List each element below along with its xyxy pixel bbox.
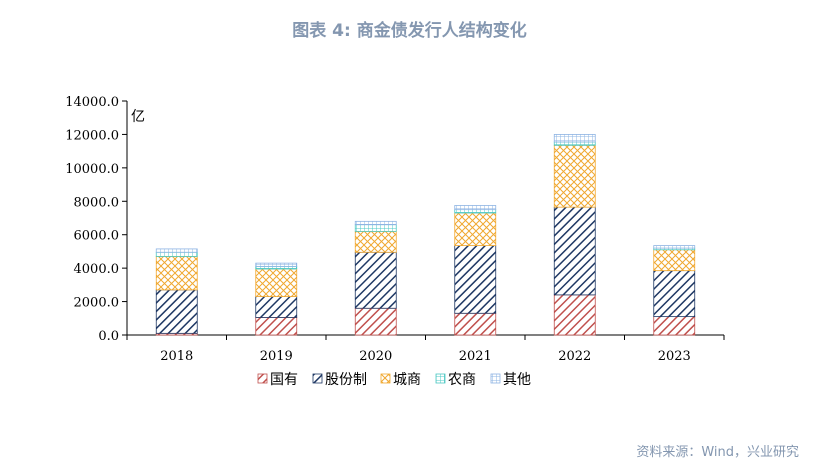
- bar-segment-2021-农商: [454, 209, 497, 214]
- bar-segment-2019-其他: [255, 262, 298, 267]
- bar-segment-2023-股份制: [653, 270, 696, 318]
- bar-segment-2018-城商: [155, 256, 198, 291]
- legend: 国有 股份制 城商 农商 其他: [257, 372, 531, 388]
- x-tick-label: 2023: [658, 349, 691, 364]
- axes: [122, 100, 725, 340]
- legend-label: 城商: [393, 372, 421, 388]
- y-tick-label: 8000.0: [74, 195, 120, 210]
- legend-swatch: [312, 373, 323, 384]
- legend-swatch: [490, 373, 501, 384]
- x-tick-label: 2021: [459, 349, 492, 364]
- bar-segment-2023-国有: [653, 316, 696, 336]
- bar-segment-2020-国有: [354, 307, 397, 336]
- bar-segment-2021-国有: [454, 312, 497, 336]
- x-tick-label: 2022: [558, 349, 591, 364]
- y-tick-label: 0.0: [98, 329, 119, 344]
- legend-label: 股份制: [325, 372, 367, 388]
- bar-segment-2018-农商: [155, 251, 198, 257]
- source-note: 资料来源：Wind，兴业研究: [636, 445, 799, 460]
- legend-label: 农商: [448, 372, 476, 388]
- x-tick-label: 2020: [359, 349, 392, 364]
- bar-segment-2018-股份制: [155, 289, 198, 334]
- y-tick-label: 12000.0: [65, 128, 119, 143]
- y-tick-labels: 0.0 2000.0 4000.0 6000.0 8000.0 10000.0 12000.…: [65, 95, 119, 344]
- bar-segment-2019-国有: [255, 317, 298, 336]
- bar-segment-2020-股份制: [354, 251, 397, 309]
- y-tick-label: 4000.0: [74, 262, 120, 277]
- x-tick-label: 2018: [160, 349, 193, 364]
- x-tick-labels: 2018 2019 2020 2021 2022 2023: [160, 349, 691, 364]
- y-unit-label: 亿: [131, 109, 145, 125]
- bar-segment-2022-国有: [553, 294, 596, 336]
- legend-swatch: [435, 373, 446, 384]
- bar-segment-2018-其他: [155, 248, 198, 253]
- bar-segment-2021-其他: [454, 205, 497, 211]
- bar-segment-2019-城商: [255, 268, 298, 297]
- y-tick-label: 10000.0: [65, 162, 119, 177]
- bars: [155, 134, 696, 336]
- bar-segment-2020-城商: [354, 230, 397, 253]
- bar-segment-2020-农商: [354, 224, 397, 232]
- y-tick-label: 6000.0: [74, 229, 120, 244]
- bar-segment-2020-其他: [354, 220, 397, 226]
- bar-segment-2022-股份制: [553, 206, 596, 296]
- legend-label: 国有: [270, 372, 298, 388]
- bar-segment-2021-城商: [454, 212, 497, 246]
- x-tick-label: 2019: [260, 349, 293, 364]
- legend-swatch: [380, 373, 391, 384]
- y-tick-label: 14000.0: [65, 95, 119, 110]
- bar-segment-2022-其他: [553, 134, 596, 143]
- legend-swatch: [257, 373, 268, 384]
- bar-segment-2021-股份制: [454, 245, 497, 314]
- bar-segment-2023-其他: [653, 245, 696, 249]
- chart-title: 图表 4: 商金债发行人结构变化: [292, 21, 527, 41]
- bar-segment-2019-股份制: [255, 296, 298, 318]
- legend-label: 其他: [503, 372, 531, 388]
- bar-segment-2022-城商: [553, 144, 596, 208]
- y-tick-label: 2000.0: [74, 296, 120, 311]
- bar-segment-2022-农商: [553, 141, 596, 146]
- bar-segment-2023-城商: [653, 249, 696, 272]
